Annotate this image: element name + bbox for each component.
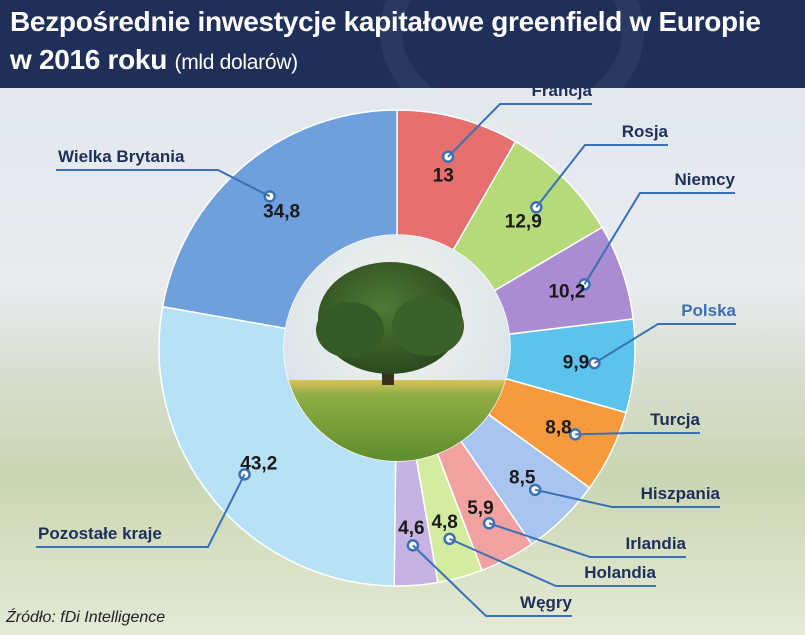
category-label-pozostale-kraje: Pozostałe kraje [38, 524, 162, 543]
leader-line-holandia [449, 537, 656, 587]
value-label-rosja: 12,9 [505, 211, 542, 232]
source-note: Źródło: fDi Intelligence [6, 609, 166, 626]
leader-line-polska [593, 323, 736, 364]
value-label-pozostale-kraje: 43,2 [240, 454, 277, 475]
leader-line-turcja [575, 432, 700, 436]
category-label-rosja: Rosja [622, 122, 669, 141]
chart-title-year: w 2016 roku [10, 44, 168, 75]
category-label-hiszpania: Hiszpania [641, 484, 721, 503]
category-label-francja: Francja [532, 81, 593, 100]
category-label-irlandia: Irlandia [626, 534, 687, 553]
category-label-wielka-brytania: Wielka Brytania [58, 147, 185, 166]
value-label-niemcy: 10,2 [548, 281, 585, 302]
value-label-polska: 9,9 [563, 353, 589, 374]
chart-title: Bezpośrednie inwestycje kapitałowe green… [10, 6, 761, 37]
category-label-turcja: Turcja [650, 410, 700, 429]
category-label-holandia: Holandia [584, 563, 656, 582]
data-labels: 13 Francja 12,9 Rosja 10,2 Niemcy 9,9 Polska 8,8… [38, 81, 737, 612]
leader-line-hiszpania [534, 488, 720, 508]
category-label-polska: Polska [681, 301, 736, 320]
leader-line-wegry [412, 544, 572, 617]
chart-unit: (mld dolarów) [174, 51, 299, 74]
leader-line-rosja [535, 144, 668, 208]
value-label-irlandia: 5,9 [467, 498, 493, 519]
donut-slices [158, 109, 636, 587]
category-label-niemcy: Niemcy [675, 170, 736, 189]
value-label-hiszpania: 8,5 [509, 468, 536, 489]
value-label-holandia: 4,8 [431, 512, 457, 533]
value-label-francja: 13 [433, 166, 454, 187]
value-label-wegry: 4,6 [398, 518, 424, 539]
chart-title-line2: w 2016 roku (mld dolarów) [10, 44, 298, 76]
leader-line-francja [447, 103, 592, 158]
leader-line-pozostale-kraje [36, 473, 246, 548]
category-label-wegry: Węgry [520, 593, 573, 612]
value-label-wielka-brytania: 34,8 [263, 201, 300, 222]
leader-lines [36, 103, 736, 617]
leader-line-niemcy [583, 192, 735, 285]
value-label-turcja: 8,8 [545, 417, 571, 438]
center-photo [284, 235, 510, 461]
leader-line-wielka-brytania [56, 169, 271, 198]
leader-line-irlandia [488, 522, 686, 558]
